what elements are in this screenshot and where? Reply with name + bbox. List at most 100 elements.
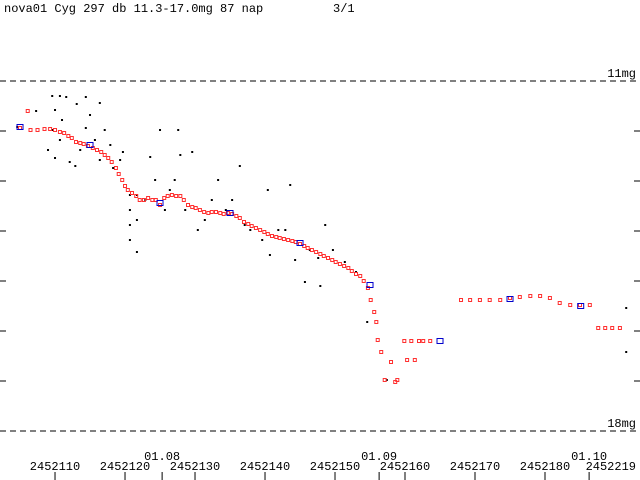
measurement (412, 358, 417, 362)
measurement (477, 298, 482, 302)
measurement (587, 303, 592, 307)
x-end-label: 2452219 (586, 460, 636, 474)
visual-estimate (128, 209, 131, 211)
measurement (165, 194, 170, 198)
measurement (62, 131, 67, 135)
visual-estimate (249, 229, 252, 231)
visual-estimate (135, 219, 138, 221)
measurement (346, 266, 351, 270)
visual-estimate (266, 189, 269, 191)
measurement (314, 250, 319, 254)
x-tick-label: 2452110 (30, 460, 80, 474)
visual-estimate (231, 199, 234, 201)
measurement (134, 194, 139, 198)
measurement (169, 193, 174, 197)
visual-estimate (243, 224, 246, 226)
measurement (146, 196, 151, 200)
measurement (409, 339, 414, 343)
visual-estimate (61, 119, 64, 121)
measurement (277, 236, 282, 240)
measurement (95, 148, 100, 152)
visual-estimate (277, 229, 280, 231)
mean-point (436, 338, 444, 344)
measurement (305, 246, 310, 250)
visual-estimate (51, 129, 54, 131)
date-tick-label: 01.08 (144, 450, 180, 464)
measurement (249, 224, 254, 228)
visual-estimate (385, 379, 388, 381)
measurement (221, 212, 226, 216)
visual-estimate (135, 251, 138, 253)
measurement (405, 358, 410, 362)
date-tick-label: 01.09 (361, 450, 397, 464)
measurement (130, 191, 135, 195)
x-tick-label: 2452140 (240, 460, 290, 474)
x-tick-label: 2452120 (100, 460, 150, 474)
measurement (349, 269, 354, 273)
measurement (81, 142, 86, 146)
visual-estimate (35, 110, 38, 112)
measurement (375, 338, 380, 342)
measurement (402, 339, 407, 343)
visual-estimate (68, 161, 71, 163)
visual-estimate (625, 307, 628, 309)
visual-estimate (210, 199, 213, 201)
visual-estimate (79, 149, 82, 151)
measurement (358, 274, 363, 278)
visual-estimate (625, 351, 628, 353)
measurement (368, 298, 373, 302)
measurement (253, 226, 258, 230)
measurement (137, 198, 142, 202)
date-tick-label: 01.10 (571, 450, 607, 464)
chart-title: nova01 Cyg 297 db 11.3-17.0mg 87 nap (4, 2, 263, 16)
measurement (382, 378, 387, 382)
measurement (25, 109, 30, 113)
measurement (538, 294, 543, 298)
visual-estimate (261, 239, 264, 241)
measurement (53, 128, 58, 132)
measurement (557, 301, 562, 305)
visual-estimate (128, 194, 131, 196)
visual-estimate (184, 209, 187, 211)
visual-estimate (84, 96, 87, 98)
page-number: 3/1 (333, 2, 355, 16)
measurement (326, 256, 331, 260)
measurement (181, 198, 186, 202)
measurement (354, 272, 359, 276)
measurement (459, 298, 464, 302)
measurement (113, 166, 118, 170)
visual-estimate (121, 151, 124, 153)
measurement (178, 194, 183, 198)
measurement (517, 295, 522, 299)
visual-estimate (89, 114, 92, 116)
mean-point (156, 200, 164, 206)
visual-estimate (343, 261, 346, 263)
measurement (468, 298, 473, 302)
mean-point (226, 210, 234, 216)
measurement (42, 127, 47, 131)
visual-estimate (303, 281, 306, 283)
measurement (596, 326, 601, 330)
visual-estimate (294, 259, 297, 261)
visual-estimate (98, 102, 101, 104)
y-tick-label: 18mg (607, 417, 636, 431)
measurement (372, 310, 377, 314)
measurement (225, 211, 230, 215)
visual-estimate (224, 209, 227, 211)
measurement (109, 160, 114, 164)
measurement (498, 298, 503, 302)
measurement (102, 153, 107, 157)
measurement (214, 210, 219, 214)
x-tick-label: 2452150 (310, 460, 360, 474)
measurement (321, 254, 326, 258)
visual-estimate (58, 139, 61, 141)
visual-estimate (128, 224, 131, 226)
visual-estimate (177, 129, 180, 131)
measurement (237, 216, 242, 220)
visual-estimate (319, 285, 322, 287)
measurement (123, 184, 128, 188)
y-tick-label: 11mg (607, 67, 636, 81)
mean-point (506, 296, 514, 302)
